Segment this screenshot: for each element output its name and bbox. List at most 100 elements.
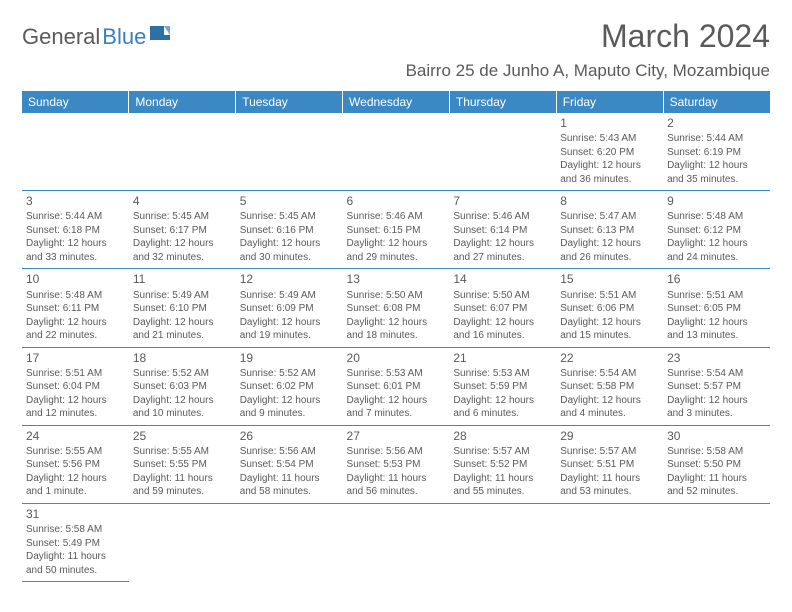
day-info-line: Sunset: 6:07 PM [453,302,552,316]
calendar-cell: 8Sunrise: 5:47 AMSunset: 6:13 PMDaylight… [556,191,663,269]
day-info-line: Sunrise: 5:54 AM [560,367,659,381]
calendar-cell: 18Sunrise: 5:52 AMSunset: 6:03 PMDayligh… [129,347,236,425]
calendar-cell [663,503,770,581]
month-title: March 2024 [406,18,770,55]
day-info-line: Daylight: 11 hours [26,550,125,564]
calendar-cell: 30Sunrise: 5:58 AMSunset: 5:50 PMDayligh… [663,425,770,503]
day-info-line: Sunset: 6:17 PM [133,224,232,238]
day-number: 22 [560,350,659,366]
day-info-line: Sunset: 5:55 PM [133,458,232,472]
day-info-line: Sunset: 6:20 PM [560,146,659,160]
day-info-line: Daylight: 12 hours [667,159,766,173]
calendar-cell: 11Sunrise: 5:49 AMSunset: 6:10 PMDayligh… [129,269,236,347]
day-info-line: Sunset: 5:54 PM [240,458,339,472]
title-block: March 2024 Bairro 25 de Junho A, Maputo … [406,18,770,81]
calendar-cell: 25Sunrise: 5:55 AMSunset: 5:55 PMDayligh… [129,425,236,503]
day-header: Saturday [663,91,770,113]
day-info-line: Sunset: 6:10 PM [133,302,232,316]
calendar-cell: 9Sunrise: 5:48 AMSunset: 6:12 PMDaylight… [663,191,770,269]
day-info-line: and 52 minutes. [667,485,766,499]
day-info-line: Sunset: 6:15 PM [347,224,446,238]
day-info-line: Sunset: 5:59 PM [453,380,552,394]
day-number: 8 [560,193,659,209]
day-info-line: and 6 minutes. [453,407,552,421]
day-header-row: Sunday Monday Tuesday Wednesday Thursday… [22,91,770,113]
day-info-line: Daylight: 11 hours [667,472,766,486]
day-info-line: Sunrise: 5:51 AM [26,367,125,381]
calendar-cell [129,503,236,581]
day-info-line: Sunset: 6:12 PM [667,224,766,238]
day-info-line: Daylight: 11 hours [133,472,232,486]
calendar-cell [449,113,556,191]
day-info-line: Sunrise: 5:56 AM [347,445,446,459]
day-info-line: Daylight: 12 hours [26,472,125,486]
day-info-line: Sunrise: 5:53 AM [453,367,552,381]
day-info-line: Daylight: 12 hours [26,394,125,408]
day-info-line: Sunrise: 5:51 AM [667,289,766,303]
calendar-cell: 12Sunrise: 5:49 AMSunset: 6:09 PMDayligh… [236,269,343,347]
calendar-row: 10Sunrise: 5:48 AMSunset: 6:11 PMDayligh… [22,269,770,347]
day-info-line: Sunset: 6:11 PM [26,302,125,316]
day-info-line: Sunrise: 5:49 AM [133,289,232,303]
calendar-cell: 4Sunrise: 5:45 AMSunset: 6:17 PMDaylight… [129,191,236,269]
day-info-line: Daylight: 12 hours [667,237,766,251]
day-info-line: and 36 minutes. [560,173,659,187]
day-info-line: Daylight: 11 hours [347,472,446,486]
calendar-cell: 31Sunrise: 5:58 AMSunset: 5:49 PMDayligh… [22,503,129,581]
day-number: 16 [667,271,766,287]
day-info-line: Sunset: 6:16 PM [240,224,339,238]
day-info-line: Daylight: 12 hours [133,237,232,251]
day-number: 1 [560,115,659,131]
calendar-cell: 23Sunrise: 5:54 AMSunset: 5:57 PMDayligh… [663,347,770,425]
calendar-cell: 19Sunrise: 5:52 AMSunset: 6:02 PMDayligh… [236,347,343,425]
day-number: 28 [453,428,552,444]
day-number: 9 [667,193,766,209]
day-info-line: and 10 minutes. [133,407,232,421]
calendar-cell: 10Sunrise: 5:48 AMSunset: 6:11 PMDayligh… [22,269,129,347]
calendar-row: 1Sunrise: 5:43 AMSunset: 6:20 PM Daylight… [22,113,770,191]
location: Bairro 25 de Junho A, Maputo City, Mozam… [406,61,770,81]
day-info-line: Sunrise: 5:46 AM [347,210,446,224]
day-info-line: Sunrise: 5:49 AM [240,289,339,303]
day-info-line: and 18 minutes. [347,329,446,343]
day-number: 25 [133,428,232,444]
calendar-cell: 22Sunrise: 5:54 AMSunset: 5:58 PMDayligh… [556,347,663,425]
day-info-line: Sunset: 5:58 PM [560,380,659,394]
day-info-line: Sunset: 5:51 PM [560,458,659,472]
day-info-line: Sunrise: 5:56 AM [240,445,339,459]
day-info-line: and 53 minutes. [560,485,659,499]
day-info-line: and 59 minutes. [133,485,232,499]
day-info-line: Sunset: 6:05 PM [667,302,766,316]
day-info-line: and 35 minutes. [667,173,766,187]
day-number: 14 [453,271,552,287]
day-number: 5 [240,193,339,209]
day-number: 18 [133,350,232,366]
calendar-cell: 3Sunrise: 5:44 AMSunset: 6:18 PMDaylight… [22,191,129,269]
day-header: Sunday [22,91,129,113]
day-info-line: Sunset: 6:04 PM [26,380,125,394]
day-info-line: Daylight: 12 hours [133,394,232,408]
day-info-line: and 3 minutes. [667,407,766,421]
day-info-line: and 24 minutes. [667,251,766,265]
day-number: 23 [667,350,766,366]
day-info-line: Daylight: 12 hours [26,237,125,251]
day-number: 3 [26,193,125,209]
calendar-cell: 16 Sunrise: 5:51 AMSunset: 6:05 PMDayligh… [663,269,770,347]
day-number: 10 [26,271,125,287]
day-info-line: Daylight: 12 hours [667,316,766,330]
day-number: 26 [240,428,339,444]
day-info-line: Sunrise: 5:48 AM [667,210,766,224]
calendar-cell [343,113,450,191]
calendar-row: 24Sunrise: 5:55 AMSunset: 5:56 PMDayligh… [22,425,770,503]
day-info-line: and 32 minutes. [133,251,232,265]
day-info-line: Sunset: 5:57 PM [667,380,766,394]
day-info-line: and 56 minutes. [347,485,446,499]
day-info-line: Sunrise: 5:52 AM [240,367,339,381]
calendar-cell: 27Sunrise: 5:56 AMSunset: 5:53 PMDayligh… [343,425,450,503]
day-info-line: Sunrise: 5:43 AM [560,132,659,146]
day-number: 6 [347,193,446,209]
logo-text-blue: Blue [102,24,146,50]
day-info-line: Sunset: 5:53 PM [347,458,446,472]
day-info-line: Sunrise: 5:58 AM [667,445,766,459]
day-info-line: Sunrise: 5:58 AM [26,523,125,537]
